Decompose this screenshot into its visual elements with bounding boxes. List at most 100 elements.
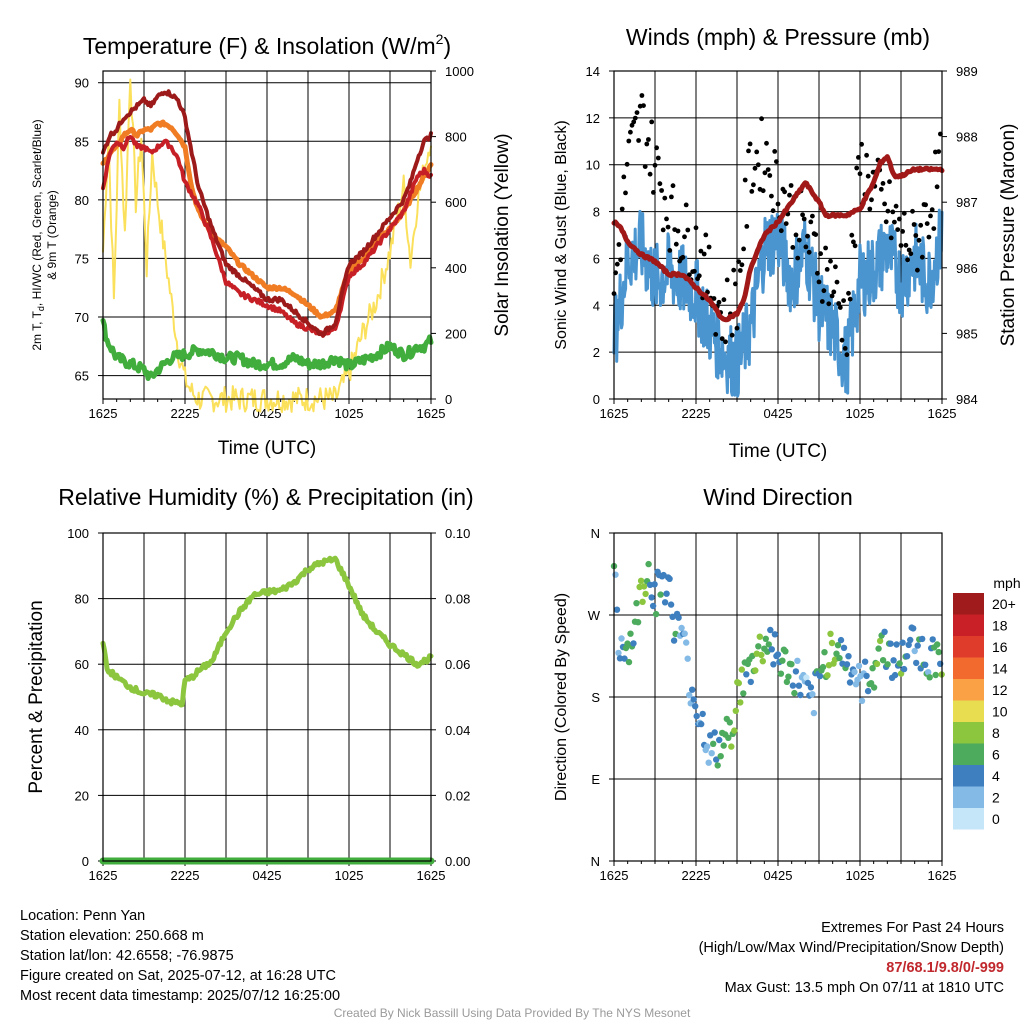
direction-point — [740, 690, 747, 697]
gust-point — [808, 219, 814, 225]
y2-tick-label: 0.08 — [445, 592, 470, 607]
direction-point — [783, 678, 791, 686]
x-tick-label: 2225 — [171, 406, 200, 421]
direction-point — [699, 710, 706, 718]
gust-point — [833, 264, 838, 270]
y-tick-label: 65 — [75, 369, 89, 384]
gust-point — [749, 189, 755, 194]
gust-point — [793, 232, 799, 238]
gust-point — [910, 208, 915, 214]
gust-point — [931, 226, 937, 232]
gust-point — [739, 262, 745, 268]
gust-point — [655, 155, 661, 161]
gust-point — [665, 224, 671, 230]
gust-point — [626, 138, 632, 144]
humidity-panel: Relative Humidity (%) & Precipitation (i… — [26, 484, 474, 883]
direction-point — [693, 712, 700, 720]
direction-point — [725, 734, 732, 741]
legend-label: 8 — [992, 725, 1000, 741]
plot-frame — [613, 70, 943, 400]
gust-point — [646, 137, 651, 142]
gust-point — [693, 225, 699, 231]
gust-point — [936, 149, 942, 155]
extremes-info: Extremes For Past 24 Hours (High/Low/Max… — [699, 918, 1004, 998]
direction-point — [661, 599, 669, 606]
gust-point — [823, 245, 828, 251]
gust-point — [821, 288, 827, 294]
direction-point — [738, 666, 745, 673]
gust-point — [746, 148, 751, 154]
gust-point — [906, 247, 912, 253]
direction-point — [759, 658, 766, 665]
heat-index-line — [101, 89, 433, 338]
gust-point — [759, 116, 764, 122]
direction-point — [858, 697, 866, 704]
y2-tick-label: 0.04 — [445, 723, 470, 738]
gust-point — [915, 267, 920, 273]
legend-swatch — [953, 636, 984, 658]
legend-swatch — [953, 743, 984, 765]
gust-point — [867, 206, 873, 212]
gust-point — [859, 141, 864, 147]
direction-point — [795, 682, 803, 689]
gust-point — [934, 184, 940, 190]
direction-point — [900, 665, 908, 673]
x-tick-label: 1025 — [335, 868, 364, 883]
x-tick-label: 1625 — [928, 868, 957, 883]
wind-direction-panel: Wind Direction 1625 2225 0425 1025 1625NESWN… — [553, 484, 1021, 883]
direction-point — [618, 635, 625, 642]
direction-point — [905, 641, 912, 649]
gust-point — [654, 145, 659, 151]
gust-point — [652, 162, 658, 168]
gust-point — [774, 159, 779, 165]
direction-point — [637, 577, 645, 584]
gust-point — [800, 212, 805, 218]
y-tick-label: 0 — [82, 854, 89, 869]
y-axis-label-line2: & 9m T (Orange) — [45, 190, 59, 280]
legend-swatch — [953, 679, 984, 701]
gust-point — [815, 270, 820, 276]
direction-point — [863, 672, 870, 680]
y-axis-label-part: 2m T, T — [30, 310, 44, 350]
direction-point — [785, 673, 792, 680]
gust-point — [813, 232, 819, 238]
direction-point — [639, 598, 646, 605]
y-tick-label: 10 — [586, 158, 600, 173]
direction-point — [642, 590, 649, 598]
gust-point — [751, 182, 756, 188]
winds-panel: Winds (mph) & Pressure (mb) 1625 2225 0425… — [553, 24, 1019, 462]
gust-point — [755, 162, 761, 168]
direction-point — [907, 636, 914, 644]
gust-point — [747, 141, 753, 147]
direction-point — [612, 571, 619, 578]
gust-point — [796, 237, 802, 243]
direction-point — [689, 686, 696, 693]
direction-point — [758, 651, 765, 659]
direction-point — [651, 581, 658, 588]
elevation-text: Station elevation: 250.668 m — [20, 928, 204, 944]
direction-point — [896, 660, 903, 667]
gust-point — [636, 138, 641, 143]
direction-point — [897, 670, 905, 677]
gust-point — [618, 257, 623, 263]
gust-point — [767, 173, 773, 178]
gust-point — [849, 232, 855, 238]
gust-point — [744, 224, 750, 229]
direction-point — [824, 672, 831, 679]
direction-point — [922, 661, 929, 668]
y-tick-label: 0 — [593, 392, 600, 407]
gust-point — [632, 115, 638, 121]
direction-point — [633, 600, 640, 607]
direction-point — [893, 641, 900, 648]
gust-point — [760, 188, 766, 194]
legend-swatch — [953, 593, 984, 615]
location-text: Location: Penn Yan — [20, 908, 146, 924]
gust-point — [734, 325, 740, 331]
gust-point — [857, 171, 863, 177]
y-tick-label: 60 — [75, 657, 89, 672]
direction-point — [837, 636, 845, 644]
direction-point — [797, 691, 804, 699]
gust-point — [810, 213, 815, 219]
direction-point — [747, 678, 754, 686]
